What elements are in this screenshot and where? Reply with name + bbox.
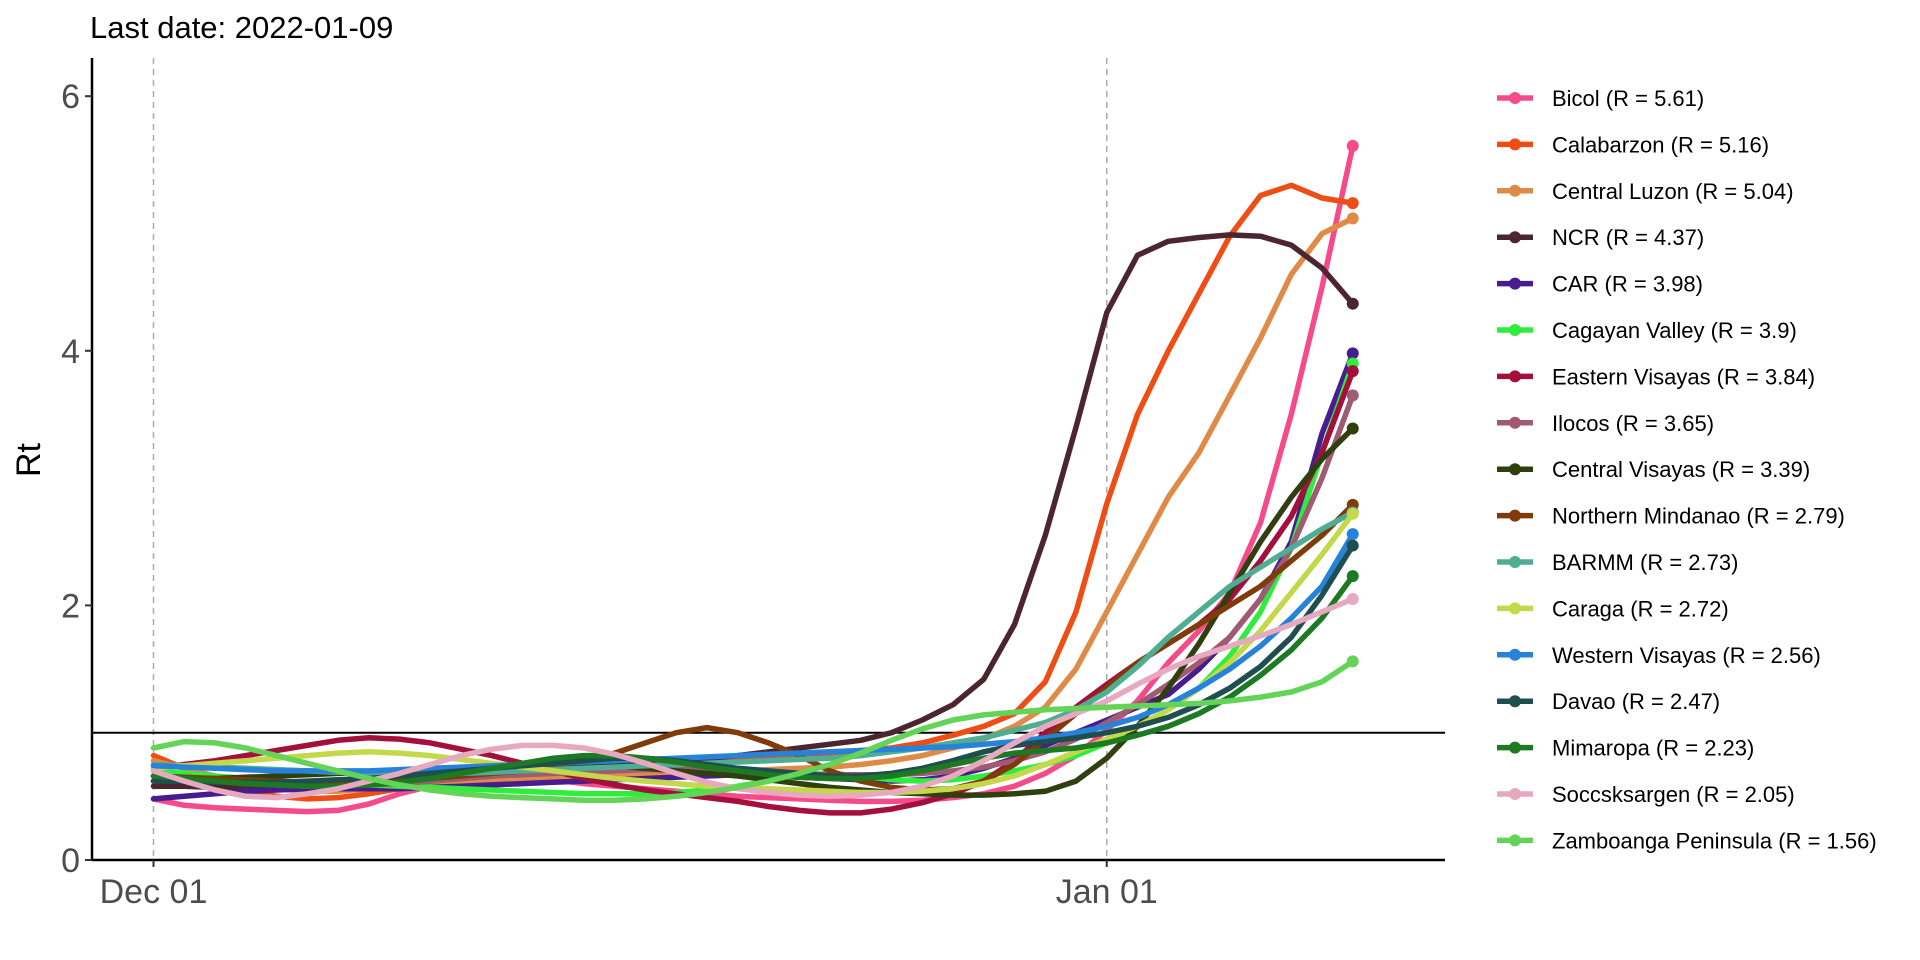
legend-label-0: Bicol (R = 5.61) [1552, 86, 1704, 111]
series-end-point-4 [1346, 347, 1359, 360]
y-tick-label: 2 [61, 587, 80, 625]
y-tick-label: 6 [61, 78, 80, 116]
legend-label-1: Calabarzon (R = 5.16) [1552, 132, 1769, 157]
x-tick-label: Jan 01 [1056, 873, 1158, 911]
series-line-15 [150, 596, 1356, 801]
legend-label-2: Central Luzon (R = 5.04) [1552, 179, 1794, 204]
legend-swatch-point-8 [1509, 463, 1521, 476]
series-end-point-6 [1346, 365, 1359, 378]
legend-label-4: CAR (R = 3.98) [1552, 272, 1703, 297]
legend-swatch-point-11 [1509, 602, 1521, 615]
legend-swatch-point-1 [1509, 138, 1521, 151]
legend-swatch-point-16 [1509, 834, 1521, 847]
series-line-11 [150, 510, 1356, 796]
legend: Bicol (R = 5.61) Calabarzon (R = 5.16) Cen… [1497, 86, 1877, 853]
plot-area: 0 2 4 6 Dec 01 Jan 01 [61, 58, 1445, 911]
legend-swatch-point-9 [1509, 509, 1521, 522]
legend-label-8: Central Visayas (R = 3.39) [1552, 457, 1810, 482]
legend-label-11: Caraga (R = 2.72) [1552, 596, 1729, 621]
series-line-12 [150, 531, 1356, 774]
series-end-point-16 [1346, 655, 1359, 668]
legend-swatch-point-10 [1509, 556, 1521, 568]
series-end-point-15 [1346, 593, 1359, 606]
series-end-point-12 [1346, 528, 1359, 541]
legend-label-10: BARMM (R = 2.73) [1552, 550, 1738, 575]
series-end-point-8 [1346, 422, 1359, 435]
series-end-point-3 [1346, 297, 1359, 310]
legend-swatch-point-5 [1509, 324, 1521, 336]
legend-label-3: NCR (R = 4.37) [1552, 225, 1704, 250]
legend-swatch-point-15 [1509, 788, 1521, 800]
legend-swatch-point-12 [1509, 648, 1521, 661]
legend-label-12: Western Visayas (R = 2.56) [1552, 643, 1821, 668]
legend-label-13: Davao (R = 2.47) [1552, 689, 1720, 714]
y-axis-label: Rt [10, 442, 48, 477]
legend-label-9: Northern Mindanao (R = 2.79) [1552, 504, 1845, 529]
series-end-point-11 [1346, 507, 1359, 520]
legend-swatch-point-4 [1509, 277, 1521, 290]
series-end-point-14 [1346, 570, 1359, 583]
series-end-point-7 [1346, 389, 1359, 402]
series-line-13 [150, 542, 1356, 786]
legend-label-14: Mimaropa (R = 2.23) [1552, 736, 1754, 761]
series-end-point-1 [1346, 197, 1359, 210]
legend-swatch-point-14 [1509, 741, 1521, 754]
y-tick-label: 4 [61, 333, 80, 371]
chart-title: Last date: 2022-01-09 [90, 10, 393, 45]
series-line-16 [150, 658, 1356, 803]
series-line-7 [150, 392, 1356, 789]
legend-swatch-point-6 [1509, 370, 1521, 383]
series-line-5 [150, 360, 1356, 797]
series-line-9 [150, 502, 1356, 793]
legend-swatch-point-13 [1509, 695, 1521, 708]
legend-label-6: Eastern Visayas (R = 3.84) [1552, 364, 1815, 389]
legend-label-15: Soccsksargen (R = 2.05) [1552, 782, 1795, 807]
legend-label-16: Zamboanga Peninsula (R = 1.56) [1552, 828, 1877, 853]
legend-label-5: Cagayan Valley (R = 3.9) [1552, 318, 1797, 343]
series-end-point-2 [1346, 212, 1359, 225]
series-end-point-0 [1346, 139, 1359, 152]
y-tick-label: 0 [61, 842, 80, 880]
legend-swatch-point-7 [1509, 416, 1521, 429]
series-line-6 [150, 368, 1356, 816]
series-end-point-13 [1346, 539, 1359, 552]
legend-label-7: Ilocos (R = 3.65) [1552, 411, 1714, 436]
legend-swatch-point-3 [1509, 231, 1521, 244]
legend-swatch-point-0 [1509, 92, 1521, 104]
x-tick-label: Dec 01 [100, 873, 208, 911]
legend-swatch-point-2 [1509, 184, 1521, 197]
series-line-0 [150, 143, 1356, 815]
